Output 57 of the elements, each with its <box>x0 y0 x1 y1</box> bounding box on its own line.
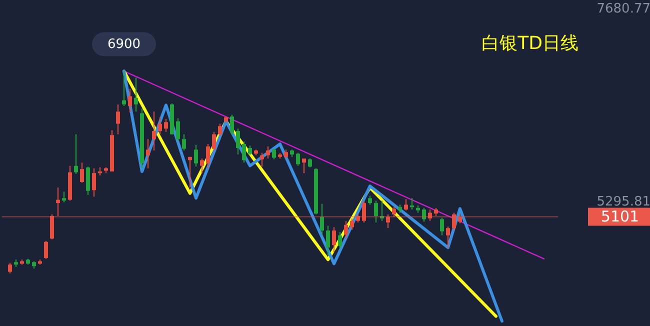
candlestick <box>428 209 432 222</box>
y-tick-label: 7680.77 <box>596 2 650 16</box>
candlestick <box>200 158 204 174</box>
candlestick <box>242 141 246 164</box>
candlestick <box>44 240 48 260</box>
text: 白银TD日线 <box>482 33 578 54</box>
annotation: 6900 <box>107 37 141 52</box>
candlestick <box>116 104 120 135</box>
candlestick <box>92 168 96 198</box>
candlestick <box>236 128 240 155</box>
candlestick <box>8 262 12 274</box>
candlestick <box>146 138 150 169</box>
candlestick <box>374 200 378 223</box>
candlestick <box>62 191 66 203</box>
candlestick <box>392 206 396 218</box>
candlestick <box>296 152 300 166</box>
candlestick <box>206 143 210 169</box>
candlestick <box>248 145 252 156</box>
candlestick <box>152 111 156 151</box>
candlestick <box>164 118 168 132</box>
candlestick <box>320 203 324 236</box>
candlestick <box>452 212 456 232</box>
candlestick <box>134 77 138 112</box>
candlestick <box>386 214 390 229</box>
candlestick <box>404 198 408 211</box>
candlestick <box>80 162 84 184</box>
candlestick <box>260 152 264 168</box>
candlestick <box>86 166 90 196</box>
candlestick <box>272 148 276 160</box>
candlestick <box>332 226 336 253</box>
candlestick <box>350 218 354 230</box>
candlestick <box>50 214 54 240</box>
candlestick <box>302 158 306 174</box>
candlestick <box>230 114 234 136</box>
candlestick <box>410 198 414 210</box>
candlestick <box>344 220 348 240</box>
candlestick <box>194 144 198 168</box>
candlestick <box>182 134 186 151</box>
candlestick <box>128 88 132 113</box>
candlestick <box>440 217 444 236</box>
ref-line-label: 5101 <box>600 208 640 226</box>
candlestick <box>218 123 222 136</box>
candlestick <box>422 207 426 222</box>
candlestick <box>188 156 192 188</box>
candlestick <box>446 226 450 248</box>
candlestick <box>338 232 342 249</box>
candlestick <box>122 70 126 106</box>
candlestick <box>212 131 216 151</box>
candlestick <box>176 118 180 142</box>
candlestick <box>326 225 330 256</box>
candlestick <box>56 187 60 216</box>
candlestick <box>362 200 366 223</box>
candlestick <box>74 134 78 174</box>
candlestick <box>158 116 162 135</box>
candlestick <box>266 146 270 160</box>
y-tick-label: 5295.81 <box>596 194 650 210</box>
candlestick <box>380 200 384 222</box>
